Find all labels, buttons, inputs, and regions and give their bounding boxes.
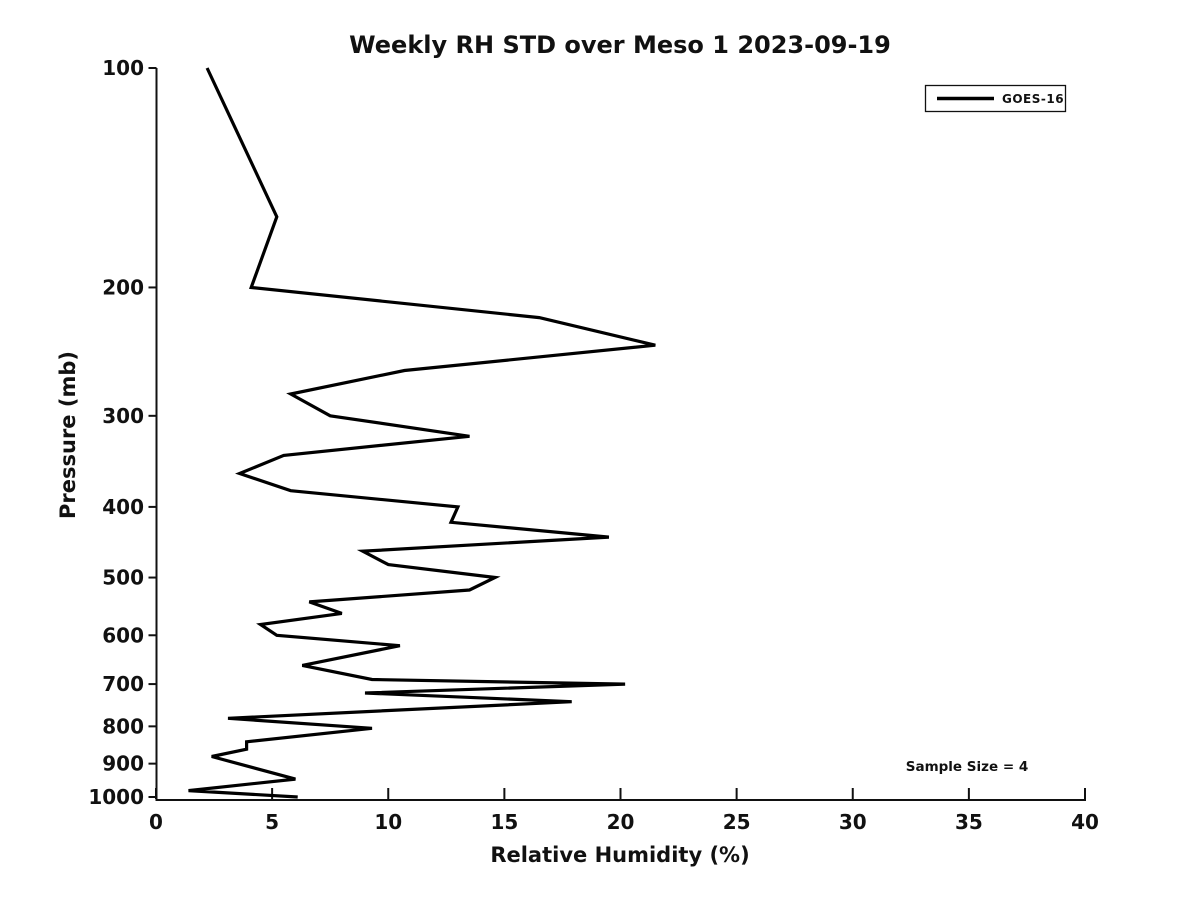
goes16-series-line xyxy=(188,67,656,799)
x-axis-label: Relative Humidity (%) xyxy=(490,843,749,867)
y-axis-ticks: 100 200 300 400 500 600 700 800 900 1000 xyxy=(88,56,157,809)
x-tick-label: 25 xyxy=(723,810,751,834)
x-tick-label: 30 xyxy=(839,810,867,834)
y-tick-label: 300 xyxy=(102,404,144,428)
y-tick-label: 100 xyxy=(102,56,144,80)
x-axis-ticks: 0 5 10 15 20 25 30 35 40 xyxy=(149,788,1099,834)
y-tick-label: 200 xyxy=(102,275,144,299)
chart-title: Weekly RH STD over Meso 1 2023-09-19 xyxy=(349,31,891,59)
x-tick-label: 35 xyxy=(955,810,983,834)
x-tick-label: 10 xyxy=(374,810,402,834)
y-tick-label: 500 xyxy=(102,566,144,590)
y-tick-label: 700 xyxy=(102,672,144,696)
y-tick-label: 900 xyxy=(102,752,144,776)
legend: GOES-16 xyxy=(924,84,1067,113)
axes-spines xyxy=(155,68,1086,801)
y-tick-label: 600 xyxy=(102,623,144,647)
y-tick-label: 1000 xyxy=(88,785,144,809)
y-tick-label: 800 xyxy=(102,714,144,738)
y-axis-label: Pressure (mb) xyxy=(56,351,80,519)
x-tick-label: 20 xyxy=(607,810,635,834)
sample-size-note: Sample Size = 4 xyxy=(906,759,1029,775)
legend-label: GOES-16 xyxy=(1002,92,1064,106)
x-tick-label: 40 xyxy=(1071,810,1099,834)
x-tick-label: 5 xyxy=(265,810,279,834)
y-tick-label: 400 xyxy=(102,495,144,519)
x-tick-label: 15 xyxy=(490,810,518,834)
x-tick-label: 0 xyxy=(149,810,163,834)
